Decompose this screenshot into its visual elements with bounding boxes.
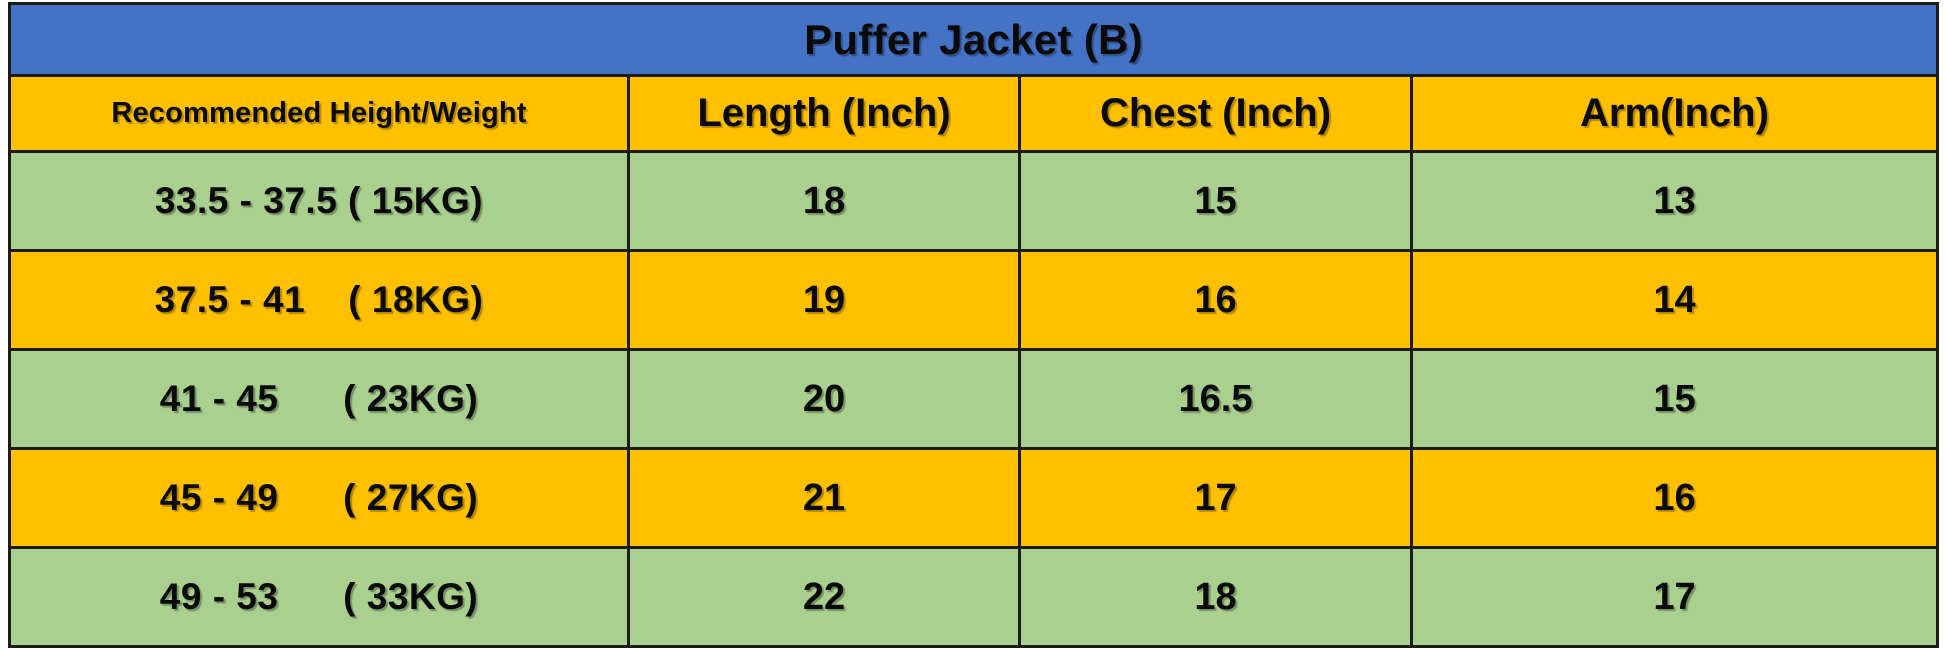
cell-chest: 17 xyxy=(1018,447,1413,549)
cell-arm: 13 xyxy=(1410,150,1939,252)
table-row: 41 - 45 ( 23KG) 20 16.5 15 xyxy=(8,348,1939,450)
cell-height-weight: 41 - 45 ( 23KG) xyxy=(8,348,630,450)
cell-arm: 14 xyxy=(1410,249,1939,351)
table-row: 33.5 - 37.5 ( 15KG) 18 15 13 xyxy=(8,150,1939,252)
size-chart-table: Puffer Jacket (B) Recommended Height/Wei… xyxy=(8,2,1939,648)
table-body: 33.5 - 37.5 ( 15KG) 18 15 13 37.5 - 41 (… xyxy=(8,150,1939,648)
cell-chest: 16 xyxy=(1018,249,1413,351)
cell-height-weight: 33.5 - 37.5 ( 15KG) xyxy=(8,150,630,252)
cell-chest: 16.5 xyxy=(1018,348,1413,450)
cell-length: 21 xyxy=(627,447,1021,549)
cell-height-weight: 45 - 49 ( 27KG) xyxy=(8,447,630,549)
chart-title: Puffer Jacket (B) xyxy=(8,2,1939,77)
cell-length: 20 xyxy=(627,348,1021,450)
cell-arm: 17 xyxy=(1410,546,1939,648)
cell-height-weight: 37.5 - 41 ( 18KG) xyxy=(8,249,630,351)
cell-arm: 15 xyxy=(1410,348,1939,450)
cell-length: 22 xyxy=(627,546,1021,648)
column-header-row: Recommended Height/Weight Length (Inch) … xyxy=(8,74,1939,153)
cell-length: 18 xyxy=(627,150,1021,252)
column-header-height-weight: Recommended Height/Weight xyxy=(8,74,630,153)
table-head: Puffer Jacket (B) Recommended Height/Wei… xyxy=(8,2,1939,153)
column-header-chest: Chest (Inch) xyxy=(1018,74,1413,153)
table-row: 45 - 49 ( 27KG) 21 17 16 xyxy=(8,447,1939,549)
table-row: 49 - 53 ( 33KG) 22 18 17 xyxy=(8,546,1939,648)
cell-height-weight: 49 - 53 ( 33KG) xyxy=(8,546,630,648)
title-row: Puffer Jacket (B) xyxy=(8,2,1939,77)
cell-arm: 16 xyxy=(1410,447,1939,549)
column-header-arm: Arm(Inch) xyxy=(1410,74,1939,153)
cell-chest: 15 xyxy=(1018,150,1413,252)
cell-length: 19 xyxy=(627,249,1021,351)
table-row: 37.5 - 41 ( 18KG) 19 16 14 xyxy=(8,249,1939,351)
cell-chest: 18 xyxy=(1018,546,1413,648)
column-header-length: Length (Inch) xyxy=(627,74,1021,153)
